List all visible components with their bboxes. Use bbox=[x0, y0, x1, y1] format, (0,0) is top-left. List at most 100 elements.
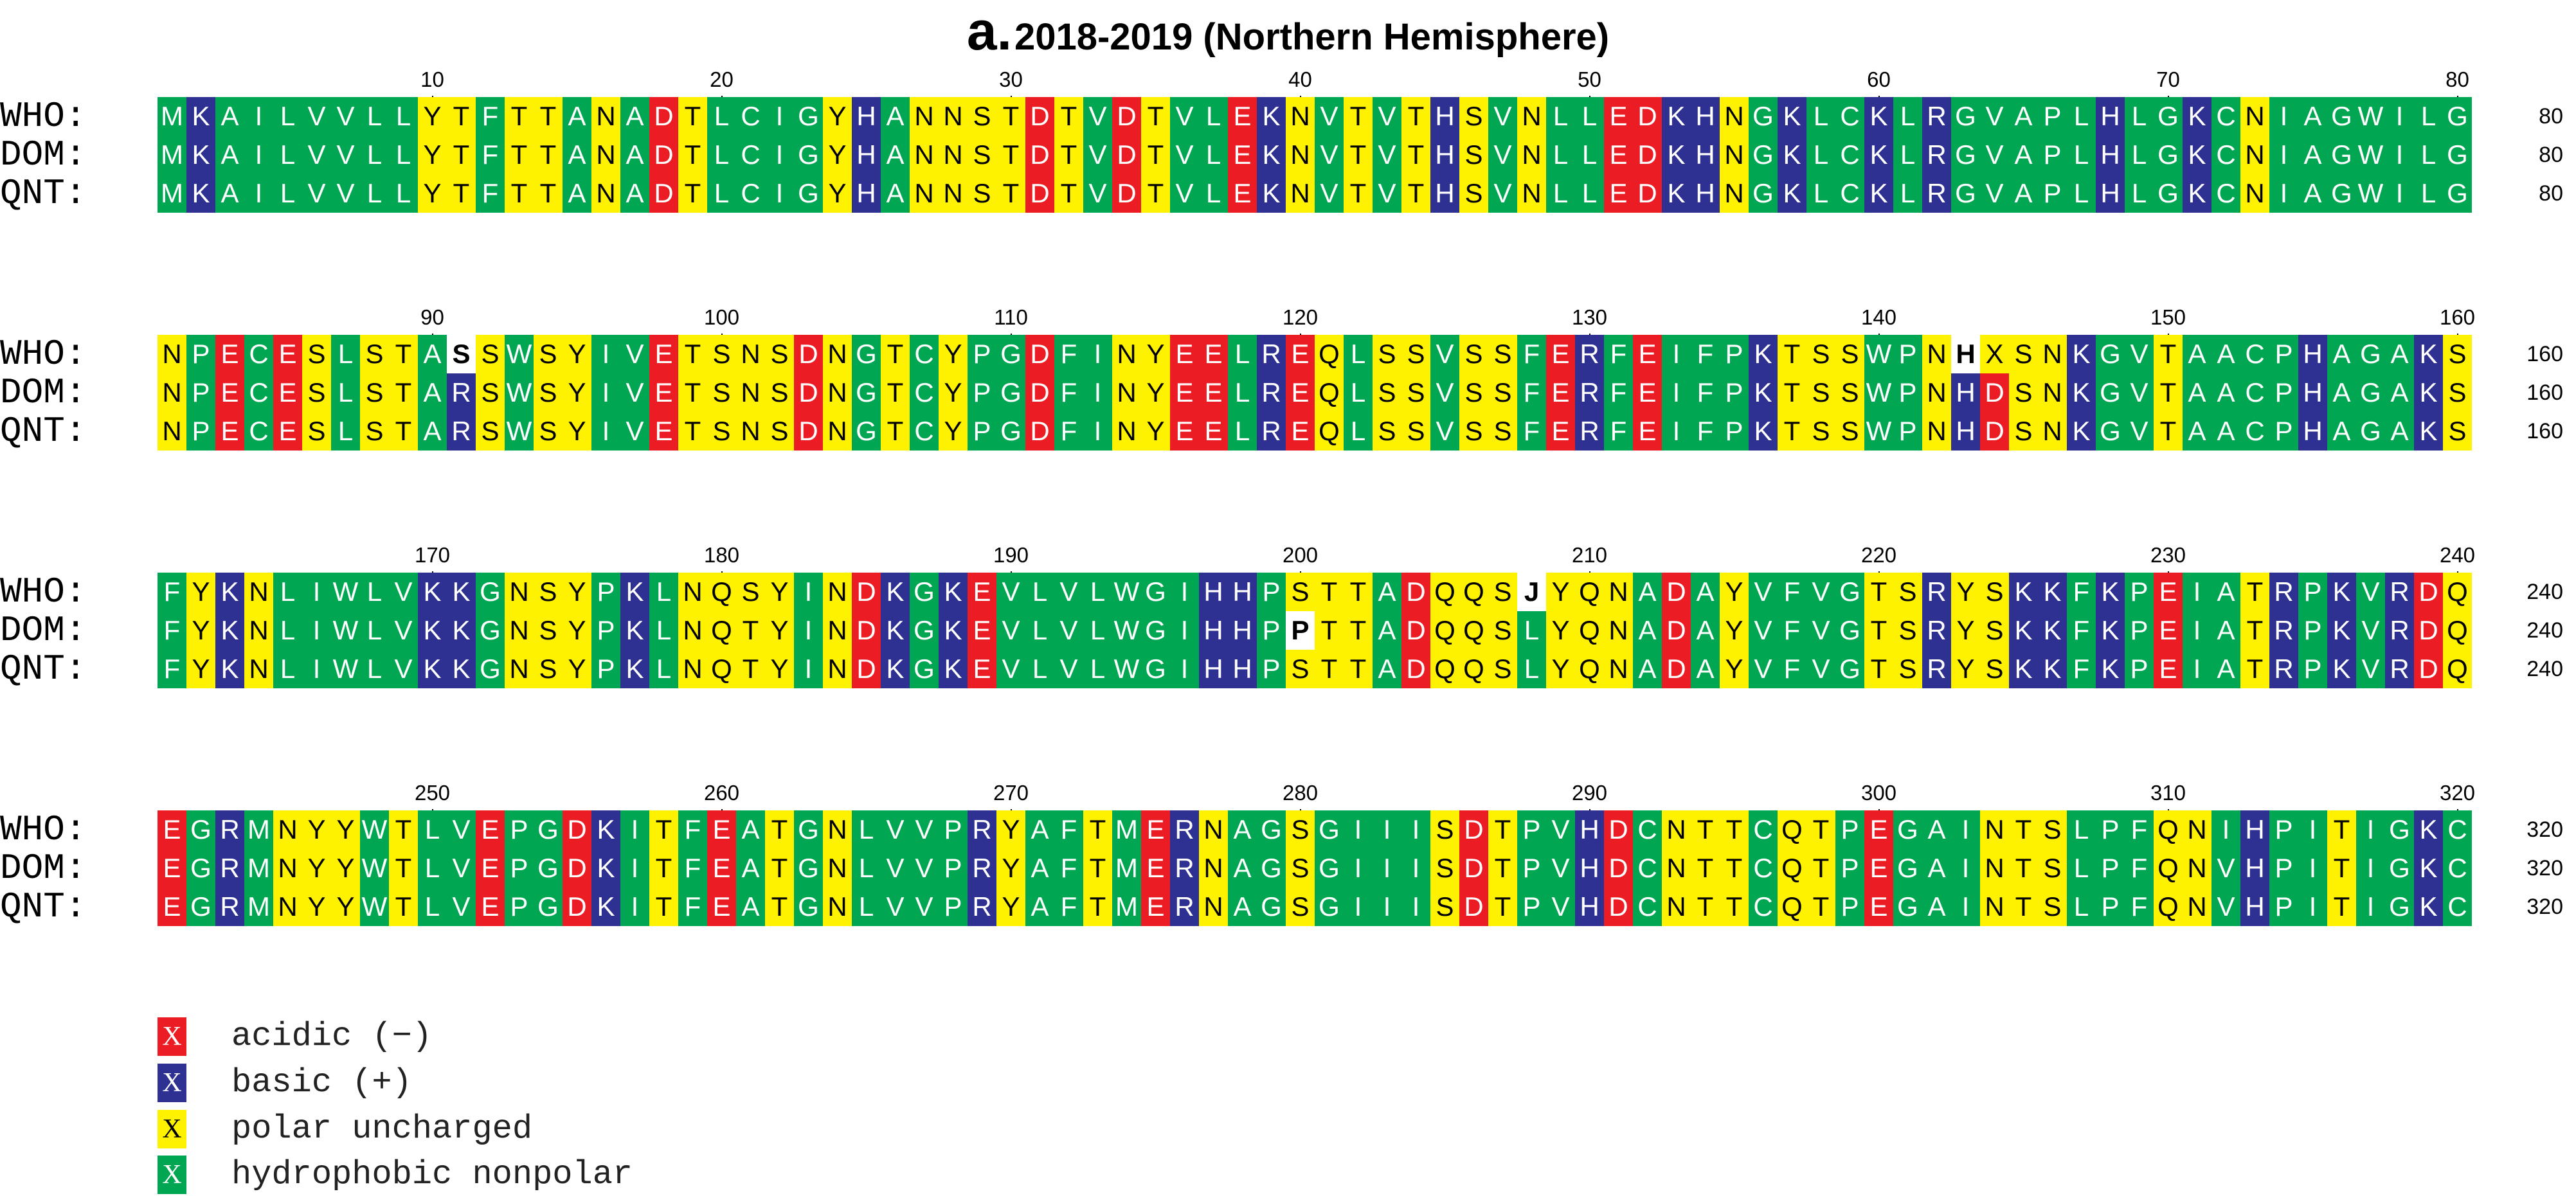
residue-cell: N bbox=[1604, 573, 1633, 611]
residue-cell: T bbox=[678, 412, 707, 451]
residue-cell: A bbox=[881, 174, 910, 213]
residue-cell: T bbox=[389, 888, 418, 926]
residue-cell: W bbox=[505, 412, 534, 451]
position-tick-label: 300 bbox=[1860, 781, 1897, 805]
residue-cell: F bbox=[1778, 611, 1806, 650]
residue-cell: H bbox=[1691, 97, 1720, 136]
residue-cell: L bbox=[1199, 136, 1228, 174]
residue-cell: V bbox=[1806, 573, 1835, 611]
residue-cell: D bbox=[1662, 650, 1691, 688]
residue-cell: K bbox=[2067, 412, 2096, 451]
residue-cell: V bbox=[1430, 412, 1459, 451]
residue-cell: C bbox=[1835, 97, 1864, 136]
residue-cell: V bbox=[2211, 849, 2240, 888]
residue-cell: T bbox=[1720, 810, 1749, 849]
residue-cell: Q bbox=[707, 650, 736, 688]
residue-cell: C bbox=[2443, 888, 2472, 926]
residue-cell: G bbox=[794, 136, 823, 174]
residue-cell: I bbox=[1373, 810, 1401, 849]
residue-cell: S bbox=[968, 174, 996, 213]
residue-cell: Q bbox=[1575, 573, 1604, 611]
residue-cell: T bbox=[678, 373, 707, 412]
residue-cell: E bbox=[158, 849, 186, 888]
residue-cell: S bbox=[1488, 412, 1517, 451]
residue-cell: G bbox=[2154, 174, 2183, 213]
residue-cell: I bbox=[2298, 810, 2327, 849]
residue-cell: A bbox=[2009, 174, 2038, 213]
residue-cell: I bbox=[1951, 849, 1980, 888]
residue-cell: S bbox=[968, 136, 996, 174]
residue-cell: D bbox=[649, 136, 678, 174]
residue-cell: S bbox=[1488, 373, 1517, 412]
residue-cell: N bbox=[678, 573, 707, 611]
residue-cell: L bbox=[2125, 97, 2154, 136]
position-tick-label: 90 bbox=[420, 305, 444, 329]
residue-cell: T bbox=[1691, 849, 1720, 888]
residue-cell: G bbox=[1835, 611, 1864, 650]
residue-cell: E bbox=[1604, 97, 1633, 136]
residue-cell: S bbox=[707, 412, 736, 451]
residue-cell: R bbox=[1257, 335, 1286, 373]
residue-cell: D bbox=[1604, 888, 1633, 926]
alignment-block: 90 100 110 120 130 140 150 160 WHO: N P E C E S L S T A S S W… bbox=[0, 305, 2576, 498]
residue-cell: N bbox=[823, 335, 852, 373]
residue-cell: Y bbox=[1951, 611, 1980, 650]
residue-cell: K bbox=[215, 650, 244, 688]
residue-cell: N bbox=[2038, 335, 2067, 373]
residue-cell: P bbox=[1720, 335, 1749, 373]
residue-cell: S bbox=[476, 373, 505, 412]
residue-cell: Y bbox=[765, 650, 794, 688]
residue-cell: Y bbox=[1951, 573, 1980, 611]
residue-cell: V bbox=[1546, 849, 1575, 888]
residue-cell: L bbox=[360, 97, 389, 136]
residue-cell: I bbox=[1344, 888, 1373, 926]
residue-cell: K bbox=[2414, 412, 2443, 451]
residue-cell: R bbox=[1575, 373, 1604, 412]
residue-cell: L bbox=[273, 136, 302, 174]
residue-cell: G bbox=[910, 573, 939, 611]
residue-cell: A bbox=[1373, 650, 1401, 688]
residue-cell: S bbox=[1459, 174, 1488, 213]
position-tick-label: 160 bbox=[2439, 305, 2476, 329]
residue-cell: Y bbox=[1720, 611, 1749, 650]
residue-cell: A bbox=[2385, 335, 2414, 373]
residue-cell: N bbox=[158, 412, 186, 451]
residue-cell: S bbox=[1893, 650, 1922, 688]
residue-cell: C bbox=[244, 335, 273, 373]
legend-label: acidic (−) bbox=[231, 1017, 433, 1055]
residue-cell: A bbox=[1922, 810, 1951, 849]
residue-cell: Y bbox=[996, 888, 1025, 926]
residue-cell: S bbox=[2443, 412, 2472, 451]
residue-cell: S bbox=[1488, 650, 1517, 688]
residue-cell: N bbox=[823, 888, 852, 926]
residue-cell: V bbox=[620, 373, 649, 412]
residue-cell: V bbox=[1980, 136, 2009, 174]
residue-cell: A bbox=[2298, 174, 2327, 213]
residue-cell: Q bbox=[2443, 611, 2472, 650]
residue-cell: D bbox=[1604, 810, 1633, 849]
residue-cell: E bbox=[1170, 335, 1199, 373]
residue-cell: R bbox=[1922, 611, 1951, 650]
residue-cell: A bbox=[418, 335, 447, 373]
residue-cell: W bbox=[1112, 650, 1141, 688]
residue-cell: Y bbox=[1951, 650, 1980, 688]
residue-cell: I bbox=[1170, 650, 1199, 688]
residue-cell: L bbox=[389, 174, 418, 213]
residue-cell: P bbox=[2269, 888, 2298, 926]
residue-cell: H bbox=[2096, 174, 2125, 213]
residue-cell: F bbox=[1604, 373, 1633, 412]
residue-cell: A bbox=[1691, 650, 1720, 688]
residue-cell: G bbox=[186, 888, 215, 926]
position-tick-label: 10 bbox=[420, 67, 444, 91]
residue-cell: L bbox=[2414, 97, 2443, 136]
residue-cell: V bbox=[1749, 611, 1778, 650]
residue-cell: D bbox=[852, 573, 881, 611]
residue-cell: V bbox=[620, 335, 649, 373]
residue-cell: F bbox=[2125, 849, 2154, 888]
residue-cell: R bbox=[2385, 650, 2414, 688]
residue-cell: P bbox=[505, 810, 534, 849]
legend-swatch: X bbox=[158, 1064, 186, 1102]
residue-cell: Q bbox=[1459, 650, 1488, 688]
residue-cell: A bbox=[736, 849, 765, 888]
residue-cell: I bbox=[1083, 373, 1112, 412]
